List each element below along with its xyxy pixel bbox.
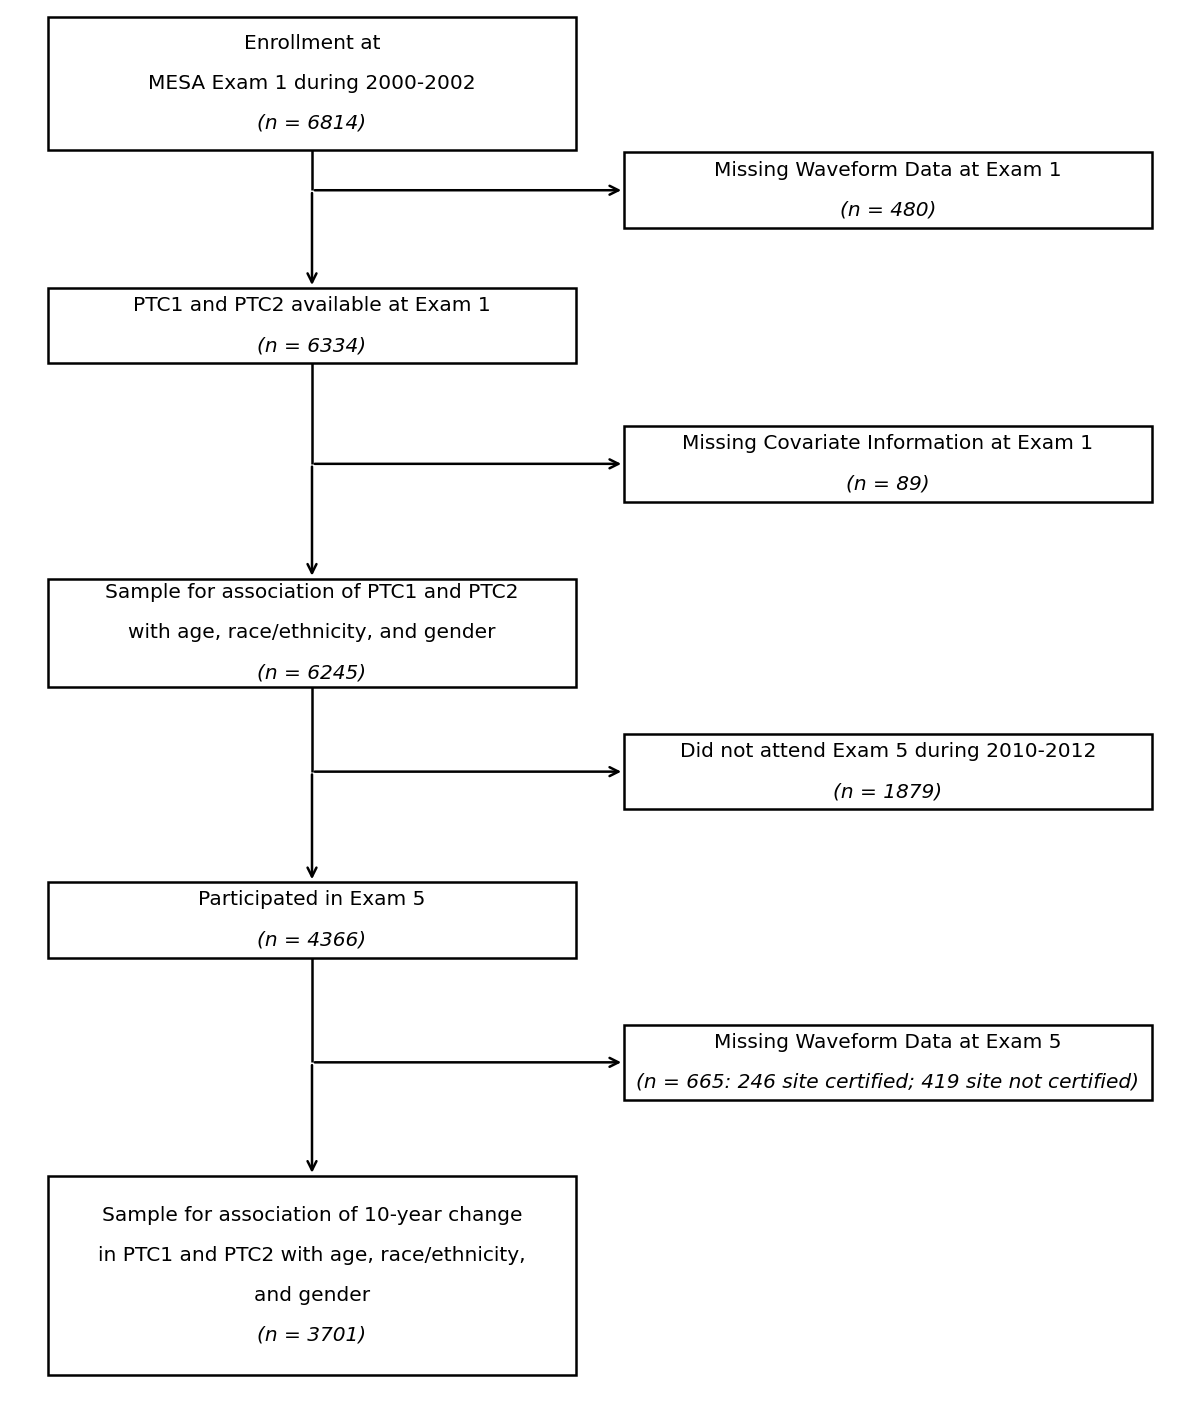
FancyBboxPatch shape xyxy=(48,579,576,687)
Text: in PTC1 and PTC2 with age, race/ethnicity,: in PTC1 and PTC2 with age, race/ethnicit… xyxy=(98,1245,526,1265)
Text: (n = 480): (n = 480) xyxy=(840,201,936,219)
Text: (n = 89): (n = 89) xyxy=(846,475,930,493)
Text: Enrollment at: Enrollment at xyxy=(244,34,380,53)
Text: Sample for association of PTC1 and PTC2: Sample for association of PTC1 and PTC2 xyxy=(106,583,518,603)
FancyBboxPatch shape xyxy=(624,1025,1152,1100)
Text: (n = 6245): (n = 6245) xyxy=(258,663,366,683)
Text: (n = 1879): (n = 1879) xyxy=(834,782,942,801)
FancyBboxPatch shape xyxy=(624,734,1152,809)
Text: Missing Covariate Information at Exam 1: Missing Covariate Information at Exam 1 xyxy=(683,435,1093,453)
FancyBboxPatch shape xyxy=(48,17,576,150)
Text: (n = 3701): (n = 3701) xyxy=(258,1325,366,1345)
Text: (n = 4366): (n = 4366) xyxy=(258,931,366,949)
FancyBboxPatch shape xyxy=(48,1176,576,1375)
Text: Participated in Exam 5: Participated in Exam 5 xyxy=(198,891,426,909)
FancyBboxPatch shape xyxy=(48,882,576,958)
Text: Missing Waveform Data at Exam 5: Missing Waveform Data at Exam 5 xyxy=(714,1033,1062,1052)
Text: (n = 6814): (n = 6814) xyxy=(258,114,366,133)
Text: and gender: and gender xyxy=(254,1285,370,1305)
Text: MESA Exam 1 during 2000-2002: MESA Exam 1 during 2000-2002 xyxy=(148,74,476,93)
Text: Missing Waveform Data at Exam 1: Missing Waveform Data at Exam 1 xyxy=(714,161,1062,180)
Text: PTC1 and PTC2 available at Exam 1: PTC1 and PTC2 available at Exam 1 xyxy=(133,296,491,315)
Text: (n = 6334): (n = 6334) xyxy=(258,336,366,355)
FancyBboxPatch shape xyxy=(48,288,576,363)
Text: Sample for association of 10-year change: Sample for association of 10-year change xyxy=(102,1206,522,1226)
Text: Did not attend Exam 5 during 2010-2012: Did not attend Exam 5 during 2010-2012 xyxy=(680,742,1096,761)
Text: with age, race/ethnicity, and gender: with age, race/ethnicity, and gender xyxy=(128,623,496,643)
FancyBboxPatch shape xyxy=(624,426,1152,502)
FancyBboxPatch shape xyxy=(624,152,1152,228)
Text: (n = 665: 246 site certified; 419 site not certified): (n = 665: 246 site certified; 419 site n… xyxy=(636,1073,1140,1092)
